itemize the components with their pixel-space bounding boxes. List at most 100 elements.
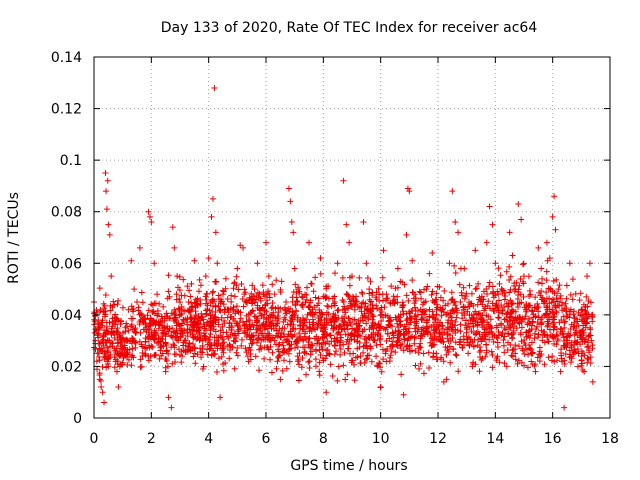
data-point	[379, 346, 386, 353]
data-point	[501, 296, 508, 303]
data-point	[275, 309, 282, 316]
data-point	[344, 291, 351, 298]
data-point	[486, 279, 493, 286]
data-point	[486, 336, 493, 343]
data-point	[119, 342, 126, 349]
data-point	[249, 282, 256, 289]
data-point	[116, 363, 123, 370]
data-point	[308, 348, 315, 355]
data-point	[506, 263, 513, 270]
data-point	[302, 299, 309, 306]
data-point	[276, 325, 283, 332]
data-point	[440, 378, 447, 385]
data-point	[128, 257, 135, 264]
data-point	[209, 296, 216, 303]
data-point	[507, 297, 514, 304]
data-point	[544, 323, 551, 330]
data-point	[216, 307, 223, 314]
data-point	[308, 341, 315, 348]
data-point	[536, 344, 543, 351]
data-point	[261, 326, 268, 333]
y-tick-label: 0	[73, 411, 82, 427]
data-point	[526, 287, 533, 294]
data-point	[216, 296, 223, 303]
data-point	[340, 298, 347, 305]
data-point	[543, 239, 550, 246]
data-point	[562, 300, 569, 307]
data-point	[288, 219, 295, 226]
data-point	[381, 304, 388, 311]
data-point	[433, 350, 440, 357]
data-point	[269, 281, 276, 288]
data-point	[459, 292, 466, 299]
data-point	[495, 265, 502, 272]
data-point	[567, 359, 574, 366]
data-point	[215, 303, 222, 310]
data-point	[204, 341, 211, 348]
data-point	[109, 340, 116, 347]
data-point	[515, 304, 522, 311]
data-point	[447, 359, 454, 366]
data-point	[545, 354, 552, 361]
data-point	[103, 206, 110, 213]
data-point	[506, 289, 513, 296]
data-point	[440, 297, 447, 304]
data-point	[231, 337, 238, 344]
data-point	[208, 320, 215, 327]
data-point	[186, 326, 193, 333]
data-point	[538, 314, 545, 321]
data-point	[334, 307, 341, 314]
data-point	[192, 304, 199, 311]
data-point	[499, 310, 506, 317]
data-point	[489, 351, 496, 358]
data-point	[123, 337, 130, 344]
data-point	[508, 313, 515, 320]
data-point	[540, 328, 547, 335]
data-point	[332, 318, 339, 325]
data-point	[300, 326, 307, 333]
data-point	[299, 301, 306, 308]
data-point	[397, 342, 404, 349]
data-point	[312, 363, 319, 370]
data-point	[106, 343, 113, 350]
data-point	[217, 394, 224, 401]
data-point	[386, 322, 393, 329]
data-point	[563, 295, 570, 302]
data-point	[247, 356, 254, 363]
data-point	[450, 345, 457, 352]
data-point	[96, 357, 103, 364]
data-point	[354, 345, 361, 352]
data-point	[394, 265, 401, 272]
data-point	[494, 353, 501, 360]
data-point	[347, 321, 354, 328]
data-point	[101, 399, 108, 406]
data-point	[121, 351, 128, 358]
data-point	[149, 344, 156, 351]
data-point	[221, 318, 228, 325]
data-point	[238, 281, 245, 288]
data-point	[142, 350, 149, 357]
data-point	[231, 279, 238, 286]
data-point	[222, 360, 229, 367]
data-point	[370, 325, 377, 332]
data-point	[293, 338, 300, 345]
data-point	[376, 291, 383, 298]
data-point	[417, 332, 424, 339]
data-point	[404, 343, 411, 350]
data-point	[274, 320, 281, 327]
data-point	[377, 312, 384, 319]
data-point	[328, 322, 335, 329]
data-point	[423, 325, 430, 332]
data-point	[447, 332, 454, 339]
data-point	[115, 297, 122, 304]
data-point	[298, 364, 305, 371]
data-point	[151, 336, 158, 343]
data-point	[274, 358, 281, 365]
data-point	[457, 336, 464, 343]
data-point	[425, 349, 432, 356]
data-point	[198, 348, 205, 355]
data-point	[288, 341, 295, 348]
data-point	[227, 346, 234, 353]
data-point	[92, 313, 99, 320]
data-point	[584, 339, 591, 346]
